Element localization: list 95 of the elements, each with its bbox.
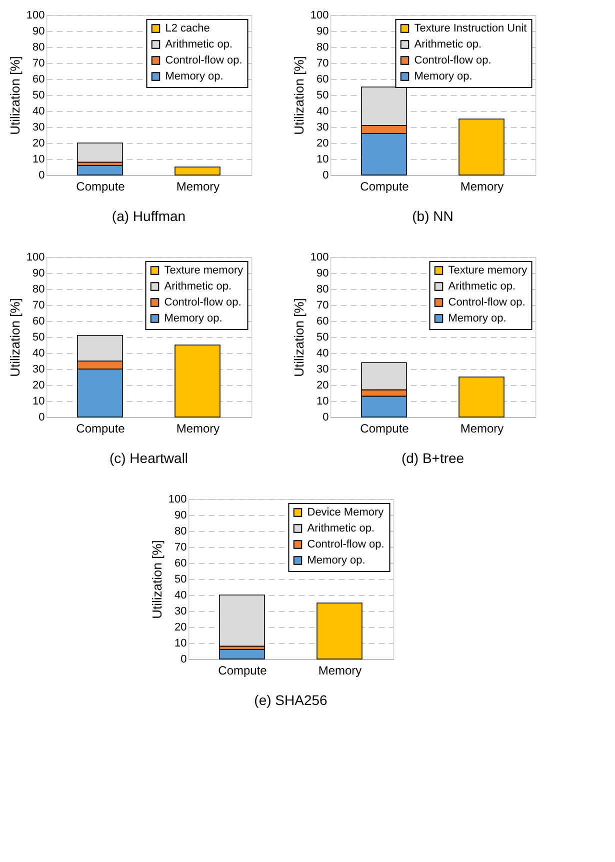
y-tick-label: 20 xyxy=(174,622,187,634)
text: (d) B+tree xyxy=(401,450,464,466)
legend-label: Memory op. xyxy=(448,312,506,324)
y-tick-label: 30 xyxy=(316,364,329,376)
x-tick-label: Memory xyxy=(176,422,220,436)
y-tick-label: 10 xyxy=(174,638,187,650)
legend-label: Arithmetic op. xyxy=(164,280,232,292)
x-tick-label: Compute xyxy=(76,180,126,194)
y-tick-label: 30 xyxy=(174,606,187,618)
y-tick-label: 90 xyxy=(32,26,45,38)
x-tick-label: Memory xyxy=(318,664,362,678)
x-tick-label: Memory xyxy=(460,180,504,194)
y-tick-label: 70 xyxy=(316,58,329,70)
y-tick-label: 60 xyxy=(174,558,187,570)
y-tick-label: 90 xyxy=(316,268,329,280)
y-axis-title: Utilization [%] xyxy=(7,56,22,135)
text: (e) SHA256 xyxy=(254,692,328,708)
y-tick-label: 80 xyxy=(32,42,45,54)
y-tick-label: 70 xyxy=(174,542,187,554)
y-axis-title: Utilization [%] xyxy=(149,540,164,619)
y-tick-label: 20 xyxy=(316,138,329,150)
y-tick-label: 90 xyxy=(316,26,329,38)
legend-label: Texture memory xyxy=(164,264,244,276)
y-tick-label: 80 xyxy=(316,42,329,54)
y-tick-label: 80 xyxy=(316,284,329,296)
y-tick-label: 60 xyxy=(316,74,329,86)
x-tick-label: Compute xyxy=(360,180,410,194)
y-tick-label: 0 xyxy=(180,654,187,666)
y-tick-label: 90 xyxy=(174,510,187,522)
y-tick-label: 50 xyxy=(316,332,329,344)
legend-label: Control-flow op. xyxy=(164,296,242,308)
legend-label: Texture memory xyxy=(448,264,528,276)
text: (a) Huffman xyxy=(112,208,186,224)
y-tick-label: 10 xyxy=(316,154,329,166)
y-tick-label: 60 xyxy=(32,316,45,328)
text: (b) NN xyxy=(412,208,454,224)
legend-label: Memory op. xyxy=(164,312,222,324)
y-tick-label: 20 xyxy=(316,380,329,392)
y-tick-label: 0 xyxy=(38,170,45,182)
y-tick-label: 10 xyxy=(316,396,329,408)
y-tick-label: 40 xyxy=(316,348,329,360)
legend-label: Control-flow op. xyxy=(448,296,526,308)
y-tick-label: 70 xyxy=(32,300,45,312)
legend-label: Device Memory xyxy=(307,506,384,518)
y-tick-label: 50 xyxy=(174,574,187,586)
y-tick-label: 30 xyxy=(316,122,329,134)
y-tick-label: 100 xyxy=(310,10,329,22)
legend-label: Arithmetic op. xyxy=(165,38,232,50)
y-tick-label: 100 xyxy=(26,10,45,22)
y-tick-label: 40 xyxy=(316,106,329,118)
y-axis-title: Utilization [%] xyxy=(7,298,22,377)
text: (c) Heartwall xyxy=(109,450,188,466)
x-tick-label: Memory xyxy=(460,422,504,436)
y-axis-title: Utilization [%] xyxy=(291,298,306,377)
y-tick-label: 0 xyxy=(322,412,329,424)
legend-label: Arithmetic op. xyxy=(414,38,482,50)
legend-label: L2 cache xyxy=(165,22,210,34)
x-tick-label: Compute xyxy=(218,664,268,678)
y-tick-label: 0 xyxy=(322,170,329,182)
y-tick-label: 100 xyxy=(26,252,45,264)
x-tick-label: Compute xyxy=(360,422,410,436)
y-tick-label: 70 xyxy=(316,300,329,312)
y-tick-label: 60 xyxy=(316,316,329,328)
y-tick-label: 20 xyxy=(32,138,45,150)
y-tick-label: 50 xyxy=(32,332,45,344)
y-tick-label: 10 xyxy=(32,396,45,408)
y-tick-label: 40 xyxy=(32,348,45,360)
legend-label: Control-flow op. xyxy=(414,54,492,66)
legend-label: Memory op. xyxy=(414,70,472,82)
x-tick-label: Compute xyxy=(76,422,126,436)
y-tick-label: 30 xyxy=(32,364,45,376)
y-tick-label: 10 xyxy=(32,154,45,166)
legend-label: Control-flow op. xyxy=(165,54,242,66)
y-tick-label: 50 xyxy=(32,90,45,102)
y-tick-label: 60 xyxy=(32,74,45,86)
y-tick-label: 50 xyxy=(316,90,329,102)
legend-label: Memory op. xyxy=(165,70,224,82)
legend-label: Texture Instruction Unit xyxy=(414,22,527,34)
legend-label: Arithmetic op. xyxy=(307,522,374,534)
y-tick-label: 40 xyxy=(174,590,187,602)
y-tick-label: 80 xyxy=(32,284,45,296)
y-tick-label: 80 xyxy=(174,526,187,538)
y-tick-label: 70 xyxy=(32,58,45,70)
legend-label: Arithmetic op. xyxy=(448,280,516,292)
x-tick-label: Memory xyxy=(176,180,220,194)
legend-label: Memory op. xyxy=(307,554,366,566)
y-tick-label: 40 xyxy=(32,106,45,118)
y-axis-title: Utilization [%] xyxy=(291,56,306,135)
y-tick-label: 0 xyxy=(38,412,45,424)
y-tick-label: 100 xyxy=(310,252,329,264)
y-tick-label: 30 xyxy=(32,122,45,134)
y-tick-label: 20 xyxy=(32,380,45,392)
y-tick-label: 100 xyxy=(168,494,187,506)
y-tick-label: 90 xyxy=(32,268,45,280)
legend-label: Control-flow op. xyxy=(307,538,384,550)
